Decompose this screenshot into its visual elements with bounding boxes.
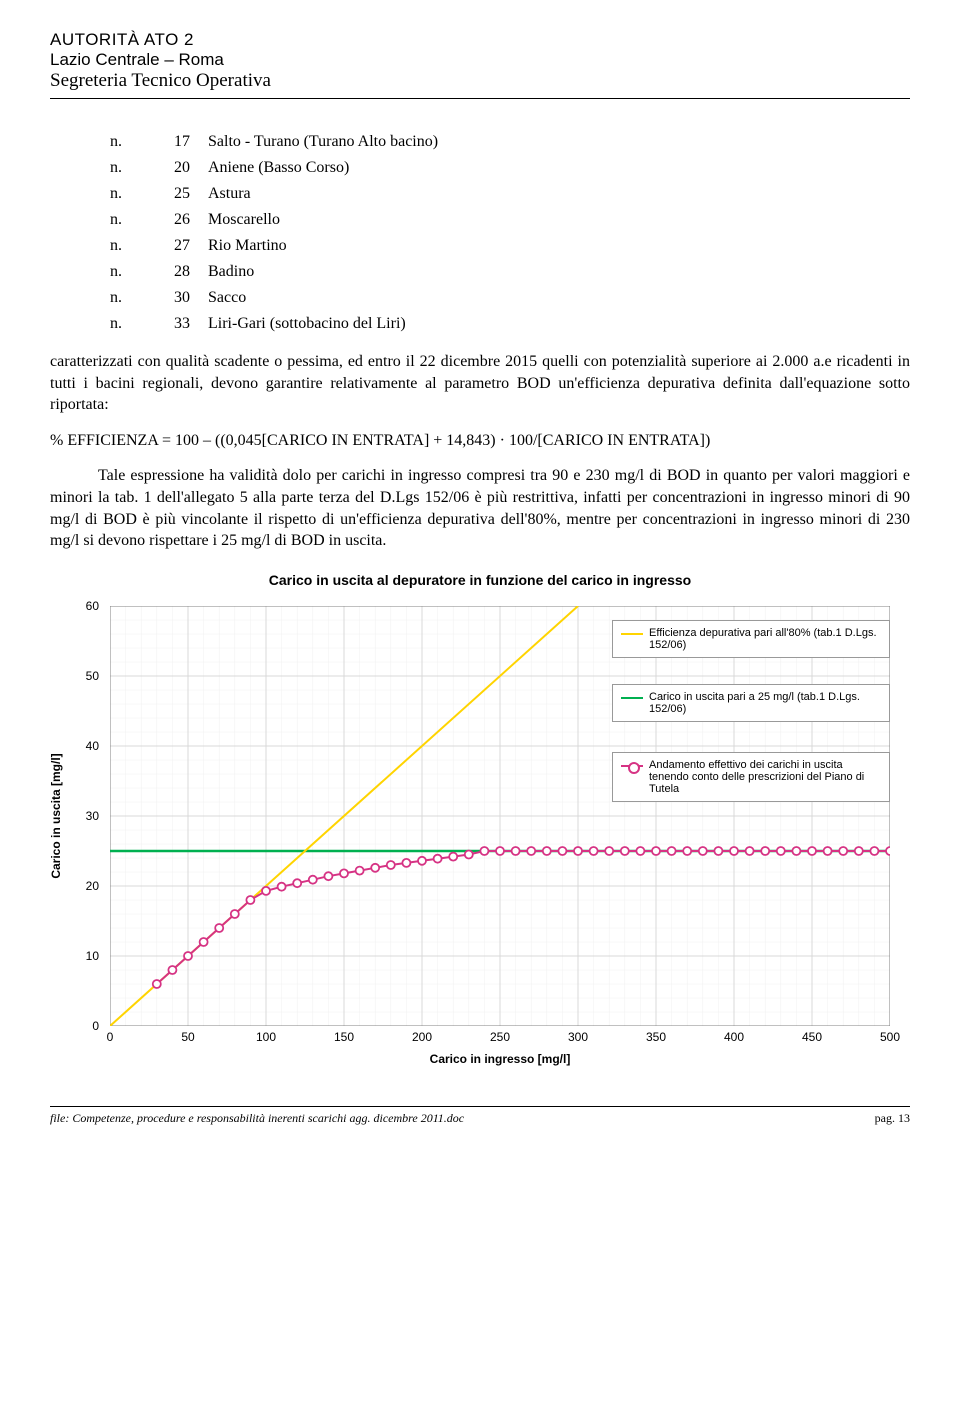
list-label: Rio Martino — [208, 233, 448, 259]
x-axis-label: Carico in ingresso [mg/l] — [430, 1052, 571, 1066]
x-tick: 200 — [412, 1030, 432, 1044]
y-ticks: 0102030405060 — [50, 606, 105, 1026]
y-tick: 20 — [86, 879, 99, 893]
list-row: n.27Rio Martino — [110, 233, 448, 259]
chart-title: Carico in uscita al depuratore in funzio… — [50, 572, 910, 588]
plot-area: Efficienza depurativa pari all'80% (tab.… — [110, 606, 890, 1026]
x-tick: 50 — [181, 1030, 194, 1044]
list-label: Aniene (Basso Corso) — [208, 155, 448, 181]
list-number: 30 — [150, 285, 208, 311]
list-row: n.17Salto - Turano (Turano Alto bacino) — [110, 129, 448, 155]
x-tick: 0 — [107, 1030, 114, 1044]
footer-page: pag. 13 — [875, 1111, 910, 1126]
footer: file: Competenze, procedure e responsabi… — [50, 1111, 910, 1126]
list-prefix: n. — [110, 129, 150, 155]
legend-swatch — [621, 633, 643, 635]
legend-box: Andamento effettivo dei carichi in uscit… — [612, 752, 890, 802]
legend-label: Andamento effettivo dei carichi in uscit… — [649, 759, 881, 795]
y-tick: 40 — [86, 739, 99, 753]
list-number: 17 — [150, 129, 208, 155]
list-row: n.30Sacco — [110, 285, 448, 311]
list-label: Liri-Gari (sottobacino del Liri) — [208, 311, 448, 337]
x-tick: 250 — [490, 1030, 510, 1044]
list-label: Astura — [208, 181, 448, 207]
list-prefix: n. — [110, 311, 150, 337]
list-row: n.33Liri-Gari (sottobacino del Liri) — [110, 311, 448, 337]
x-tick: 400 — [724, 1030, 744, 1044]
legend-swatch — [621, 760, 643, 772]
list-prefix: n. — [110, 285, 150, 311]
list-number: 26 — [150, 207, 208, 233]
y-tick: 30 — [86, 809, 99, 823]
x-tick: 500 — [880, 1030, 900, 1044]
header-divider — [50, 98, 910, 99]
header-authority: AUTORITÀ ATO 2 — [50, 30, 910, 50]
list-prefix: n. — [110, 155, 150, 181]
paragraph-2: Tale espressione ha validità dolo per ca… — [50, 465, 910, 551]
x-tick: 450 — [802, 1030, 822, 1044]
legend-swatch — [621, 697, 643, 699]
list-row: n.26Moscarello — [110, 207, 448, 233]
list-prefix: n. — [110, 181, 150, 207]
footer-divider — [50, 1106, 910, 1107]
list-number: 27 — [150, 233, 208, 259]
x-tick: 150 — [334, 1030, 354, 1044]
y-tick: 10 — [86, 949, 99, 963]
chart-svg — [110, 606, 890, 1026]
list-row: n.28Badino — [110, 259, 448, 285]
formula: % EFFICIENZA = 100 – ((0,045[CARICO IN E… — [50, 430, 910, 452]
list-number: 33 — [150, 311, 208, 337]
legend-label: Carico in uscita pari a 25 mg/l (tab.1 D… — [649, 691, 881, 715]
list-prefix: n. — [110, 259, 150, 285]
list-row: n.20Aniene (Basso Corso) — [110, 155, 448, 181]
header-region: Lazio Centrale – Roma — [50, 50, 910, 70]
chart: Carico in uscita [mg/l] 0102030405060 Ef… — [50, 596, 910, 1076]
list-prefix: n. — [110, 207, 150, 233]
list-number: 28 — [150, 259, 208, 285]
y-tick: 0 — [92, 1019, 99, 1033]
header-office: Segreteria Tecnico Operativa — [50, 70, 910, 92]
list-row: n.25Astura — [110, 181, 448, 207]
items-list: n.17Salto - Turano (Turano Alto bacino)n… — [110, 129, 448, 337]
list-label: Salto - Turano (Turano Alto bacino) — [208, 129, 448, 155]
list-number: 25 — [150, 181, 208, 207]
legend-label: Efficienza depurativa pari all'80% (tab.… — [649, 627, 881, 651]
list-prefix: n. — [110, 233, 150, 259]
list-label: Badino — [208, 259, 448, 285]
legend-box: Carico in uscita pari a 25 mg/l (tab.1 D… — [612, 684, 890, 722]
x-tick: 350 — [646, 1030, 666, 1044]
footer-file: file: Competenze, procedure e responsabi… — [50, 1111, 464, 1126]
list-label: Moscarello — [208, 207, 448, 233]
legend-box: Efficienza depurativa pari all'80% (tab.… — [612, 620, 890, 658]
y-tick: 50 — [86, 669, 99, 683]
y-tick: 60 — [86, 599, 99, 613]
list-number: 20 — [150, 155, 208, 181]
list-label: Sacco — [208, 285, 448, 311]
paragraph-1: caratterizzati con qualità scadente o pe… — [50, 351, 910, 416]
x-tick: 100 — [256, 1030, 276, 1044]
x-tick: 300 — [568, 1030, 588, 1044]
